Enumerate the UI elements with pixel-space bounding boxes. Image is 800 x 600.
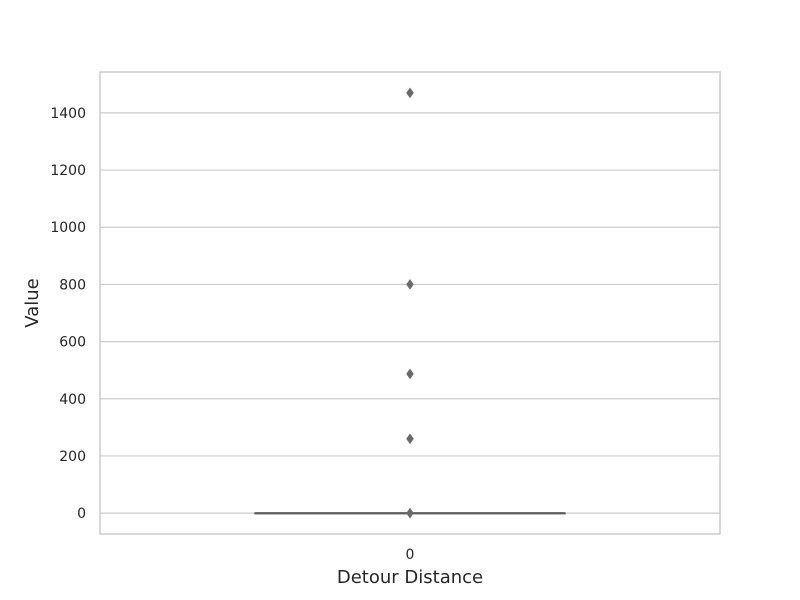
y-tick-label: 800 [59,277,86,293]
y-tick-labels: 0 200 400 600 800 1000 1200 1400 [50,106,86,522]
y-tick-label: 1000 [50,220,86,236]
y-tick-label: 0 [77,506,86,522]
y-tick-label: 1200 [50,163,86,179]
outlier-point [406,507,414,519]
plot-frame [99,71,721,535]
y-tick-label: 600 [59,335,86,351]
outlier-point [406,433,414,445]
outlier-point [406,368,414,380]
outlier-point [406,87,414,99]
x-tick-labels: 0 [406,547,415,563]
x-axis-label: Detour Distance [337,567,483,588]
y-tick-label: 400 [59,392,86,408]
y-tick-label: 1400 [50,106,86,122]
y-axis-label: Value [22,278,43,327]
grid-lines [100,112,720,514]
y-tick-label: 200 [59,449,86,465]
outlier-group [406,87,414,519]
outlier-point [406,278,414,290]
x-tick-label: 0 [406,547,415,563]
